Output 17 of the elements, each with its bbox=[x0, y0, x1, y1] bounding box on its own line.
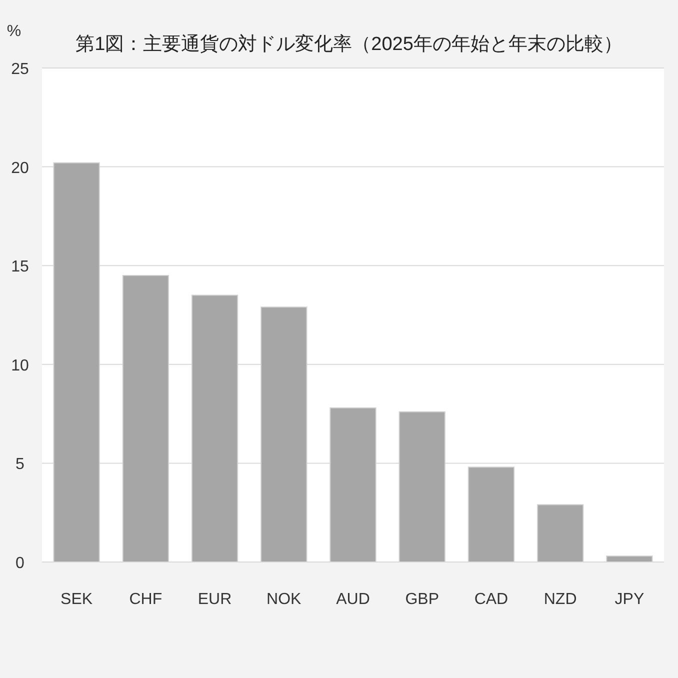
x-tick-label: NOK bbox=[266, 591, 302, 608]
x-tick-label: JPY bbox=[614, 591, 644, 608]
x-tick-label: AUD bbox=[336, 591, 370, 608]
x-tick-label: GBP bbox=[405, 591, 440, 608]
y-axis-title: % bbox=[6, 23, 22, 40]
x-tick-label: SEK bbox=[60, 591, 93, 608]
y-tick-label: 25 bbox=[11, 61, 29, 78]
y-tick-label: 20 bbox=[11, 160, 29, 177]
y-tick-label: 10 bbox=[11, 357, 29, 374]
y-tick-label: 0 bbox=[16, 555, 25, 572]
y-tick-label: 15 bbox=[11, 258, 29, 276]
x-tick-label: EUR bbox=[198, 591, 232, 608]
x-tick-label: CHF bbox=[129, 591, 162, 608]
x-tick-label: CAD bbox=[474, 591, 508, 608]
y-tick-label: 5 bbox=[16, 456, 25, 474]
chart-title: 第1図：主要通貨の対ドル変化率（2025年の年始と年末の比較） bbox=[76, 33, 622, 55]
x-tick-label: NZD bbox=[544, 591, 577, 608]
